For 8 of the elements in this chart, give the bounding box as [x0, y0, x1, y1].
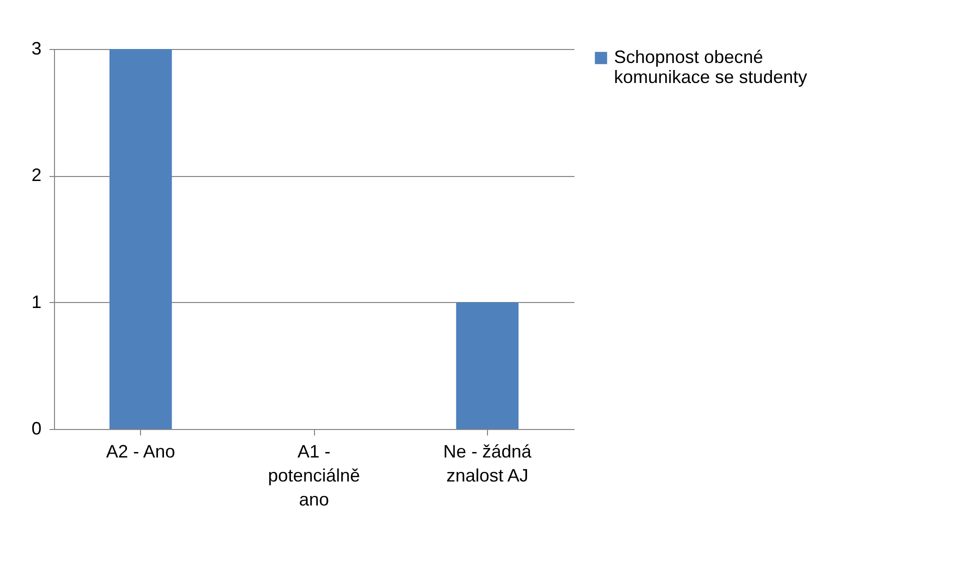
legend-label: Schopnost obecné komunikace se studenty — [614, 47, 808, 87]
x-tick-label: Ne - žádná znalost AJ — [443, 442, 532, 486]
y-tick-label: 1 — [31, 292, 42, 312]
y-tick-label: 2 — [31, 165, 42, 186]
x-tick-label: A1 - potenciálně ano — [268, 442, 360, 510]
x-tick-label: A2 - Ano — [106, 442, 176, 462]
y-tick-label: 0 — [31, 418, 42, 438]
y-tick-label: 3 — [31, 38, 42, 58]
